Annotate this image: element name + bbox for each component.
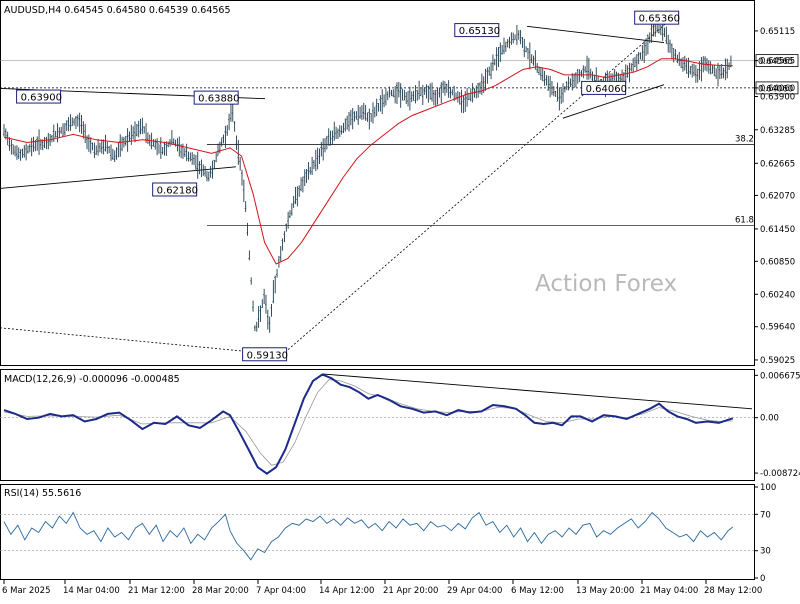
price-label-text: 0.63880 <box>198 94 239 105</box>
fib-label: 61.8 <box>735 216 754 226</box>
price-label-box <box>454 23 500 38</box>
rsi-y-tick-label: 0 <box>760 574 765 584</box>
x-tick-label: 13 May 20:00 <box>576 586 634 596</box>
price-label-box <box>242 347 288 362</box>
lower-trendline <box>0 166 237 189</box>
macd-signal-line <box>3 379 733 466</box>
price-header: AUDUSD,H4 0.64545 0.64580 0.64539 0.6456… <box>4 5 231 16</box>
x-tick-label: 7 Apr 04:00 <box>256 586 306 596</box>
price-y-tick-label: 0.59025 <box>760 356 795 366</box>
x-tick-label: 21 Apr 20:00 <box>383 586 438 596</box>
price-label-box <box>193 90 239 105</box>
macd-trendline <box>322 373 753 410</box>
x-tick-label: 29 Apr 04:00 <box>447 586 502 596</box>
price-panel-frame <box>0 0 755 366</box>
price-y-tick-label: 0.62665 <box>760 159 795 169</box>
price-y-tick-label: 0.60850 <box>760 257 795 267</box>
x-tick-label: 21 May 04:00 <box>640 586 698 596</box>
price-label-text: 0.62180 <box>157 185 198 196</box>
rsi-y-tick-label: 30 <box>760 547 771 557</box>
moving-average-line <box>3 58 733 265</box>
triangle-lower <box>562 84 665 119</box>
rsi-panel-frame <box>0 484 755 580</box>
price-label-box <box>152 182 198 197</box>
fib-label: 38.2 <box>735 135 754 145</box>
price-label-box <box>16 89 62 104</box>
rsi-y-tick-label: 70 <box>760 510 771 520</box>
macd-y-tick-label: -0.008724 <box>760 469 800 479</box>
watermark: Action Forex <box>535 271 677 297</box>
price-label-box <box>634 10 680 25</box>
price-label-text: 0.63900 <box>21 93 62 104</box>
dotted-trendline-low <box>0 327 283 356</box>
x-tick-label: 14 Apr 12:00 <box>319 586 374 596</box>
x-tick-label: 28 Mar 20:00 <box>192 586 249 596</box>
x-tick-label: 21 Mar 12:00 <box>128 586 185 596</box>
price-y-tick-label: 0.63285 <box>760 126 795 136</box>
current-price-label: 0.64565 <box>758 57 793 67</box>
x-tick-label: 6 Mar 2025 <box>2 586 50 596</box>
x-tick-label: 28 May 12:00 <box>704 586 762 596</box>
price-y-tick-label: 0.59640 <box>760 323 795 333</box>
price-label-box <box>581 80 627 95</box>
macd-panel-frame <box>0 369 755 481</box>
rsi-header: RSI(14) 55.5616 <box>4 488 81 499</box>
macd-header: MACD(12,26,9) -0.000096 -0.000485 <box>4 374 180 385</box>
macd-y-tick-label: 0.00 <box>760 414 779 424</box>
x-tick-label: 6 May 12:00 <box>511 586 564 596</box>
price-y-tick-label: 0.63900 <box>760 93 795 103</box>
price-y-tick-label: 0.64565 <box>760 57 795 67</box>
price-y-tick-label: 0.61450 <box>760 225 795 235</box>
price-label-text: 0.65130 <box>459 26 500 37</box>
dotted-uptrend <box>281 17 673 356</box>
triangle-upper <box>526 25 665 43</box>
rsi-y-tick-label: 100 <box>760 483 776 493</box>
support-price-label: 0.64060 <box>758 84 793 94</box>
price-y-tick-label: 0.62070 <box>760 191 795 201</box>
rsi-line <box>3 511 734 561</box>
price-y-tick-label: 0.65115 <box>760 27 795 37</box>
macd-y-tick-label: 0.006675 <box>760 371 800 381</box>
price-label-text: 0.59130 <box>247 350 288 361</box>
macd-line <box>3 373 734 475</box>
price-label-text: 0.64060 <box>586 84 627 95</box>
price-y-tick-label: 0.64060 <box>760 84 795 94</box>
x-tick-label: 14 Mar 04:00 <box>63 586 120 596</box>
price-y-tick-label: 0.60240 <box>760 290 795 300</box>
price-label-text: 0.65360 <box>639 14 680 25</box>
